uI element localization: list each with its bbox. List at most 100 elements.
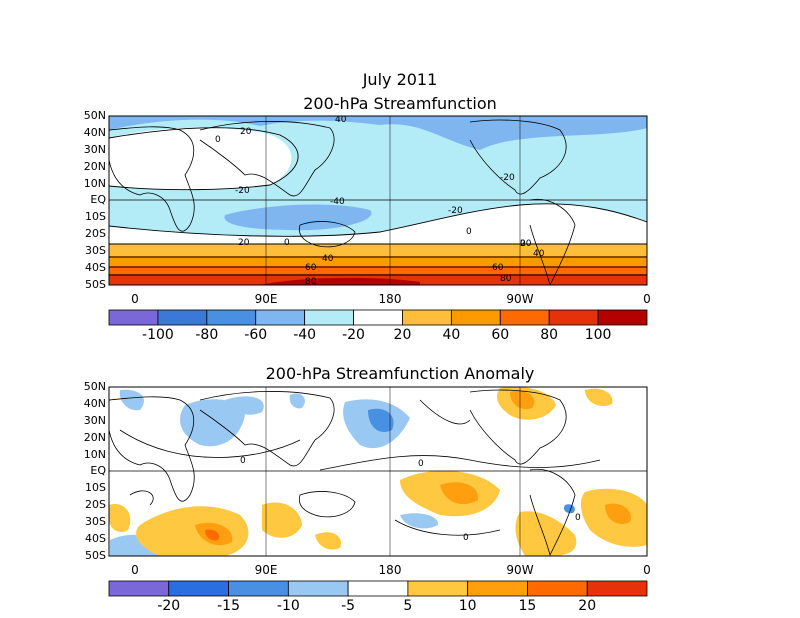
lat-label: 20S (85, 227, 106, 240)
lat-label: 10S (85, 481, 106, 494)
bottom-map-panel (109, 387, 647, 556)
colorbar-swatch (157, 309, 208, 326)
contour-label: 20 (520, 239, 532, 249)
contour-label: 20 (240, 127, 252, 137)
lat-label: 30S (85, 515, 106, 528)
contour-label: 60 (492, 263, 504, 273)
lat-label: 10S (85, 210, 106, 223)
colorbar-label: -10 (276, 598, 300, 614)
colorbar-label: 80 (540, 327, 559, 343)
lon-label: 180 (378, 292, 402, 306)
colorbar-label: -80 (195, 327, 219, 343)
lon-label: 90E (254, 563, 278, 577)
contour-label: -40 (330, 197, 345, 207)
lon-label: 90W (506, 292, 534, 306)
colorbar-swatch (168, 580, 229, 597)
lon-label: 180 (378, 563, 402, 577)
contour-label: 40 (335, 115, 347, 125)
lat-label: 20N (83, 431, 106, 444)
contour-label: 0 (520, 239, 526, 249)
contour-label: 60 (305, 263, 317, 273)
colorbar-swatch (255, 309, 306, 326)
contour-label: 0 (466, 227, 472, 237)
colorbar-label: -40 (293, 327, 317, 343)
colorbar-label: 60 (491, 327, 510, 343)
contour-label: -20 (448, 206, 463, 216)
lat-label: EQ (90, 464, 106, 477)
colorbar-label: 20 (578, 598, 597, 614)
colorbar-swatch (450, 309, 501, 326)
contour-label: -20 (500, 173, 515, 183)
colorbar-swatch (353, 309, 403, 326)
colorbar-label: -60 (244, 327, 268, 343)
colorbar-label: -5 (341, 598, 356, 614)
colorbar-swatch (347, 580, 409, 597)
lat-label: 50S (85, 549, 106, 562)
top-map-panel (109, 116, 647, 285)
colorbar-label: 15 (518, 598, 537, 614)
lat-label: 50N (83, 380, 106, 393)
lat-label: 40N (83, 397, 106, 410)
lat-label: 50N (83, 109, 106, 122)
map-title-month: July 2011 (362, 70, 438, 89)
colorbar-swatch (402, 309, 452, 326)
colorbar-swatch (597, 309, 648, 326)
colorbar-label: 10 (458, 598, 477, 614)
bottom-map-frame (108, 386, 648, 557)
lon-label: 90E (254, 292, 278, 306)
lat-label: 50S (85, 278, 106, 291)
lat-label: EQ (90, 193, 106, 206)
contour-label: 40 (322, 254, 334, 264)
lat-label: 20S (85, 498, 106, 511)
lat-label: 30N (83, 143, 106, 156)
lat-label: 10N (83, 448, 106, 461)
colorbar-label: -15 (217, 598, 240, 614)
colorbar-label: -20 (342, 327, 365, 343)
colorbar-swatch (287, 580, 349, 597)
colorbar-swatch (499, 309, 550, 326)
colorbar-swatch (407, 580, 469, 597)
contour-label: 0 (463, 533, 469, 543)
lon-label: 0 (131, 563, 139, 577)
colorbar-label: 5 (403, 598, 413, 614)
colorbar-label: 100 (584, 327, 612, 343)
colorbar-swatch (206, 309, 257, 326)
lat-label: 30S (85, 244, 106, 257)
bottom-colorbar (108, 580, 648, 597)
contour-label: -20 (235, 186, 250, 196)
lon-label: 0 (643, 563, 651, 577)
colorbar-label: -20 (157, 598, 181, 614)
lat-label: 40N (83, 126, 106, 139)
contour-label: 0 (418, 459, 424, 469)
lat-label: 10N (83, 177, 106, 190)
contour-label: 80 (500, 274, 512, 284)
top-colorbar (108, 309, 648, 326)
colorbar-swatch (304, 309, 354, 326)
colorbar-label: 40 (442, 327, 461, 343)
colorbar-swatch (548, 309, 599, 326)
contour-label: 0 (240, 456, 246, 466)
contour-label: 0 (215, 135, 221, 145)
contour-label: 0 (284, 238, 290, 248)
lat-label: 20N (83, 160, 106, 173)
contour-label: 0 (575, 513, 581, 523)
lon-label: 0 (643, 292, 651, 306)
colorbar-swatch (108, 309, 159, 326)
colorbar-swatch (586, 580, 648, 597)
contour-label: 20 (238, 238, 250, 248)
colorbar-swatch (527, 580, 588, 597)
colorbar-label: -100 (142, 327, 174, 343)
colorbar-swatch (467, 580, 528, 597)
lat-label: 40S (85, 261, 106, 274)
top-map-frame (108, 115, 648, 286)
colorbar-swatch (228, 580, 289, 597)
lon-label: 0 (131, 292, 139, 306)
contour-label: 80 (305, 277, 317, 287)
lon-label: 90W (506, 563, 534, 577)
lat-label: 30N (83, 414, 106, 427)
lat-label: 40S (85, 532, 106, 545)
colorbar-label: 20 (393, 327, 412, 343)
map-title-bottom: 200-hPa Streamfunction Anomaly (265, 364, 535, 383)
map-title-top: 200-hPa Streamfunction (303, 94, 497, 113)
